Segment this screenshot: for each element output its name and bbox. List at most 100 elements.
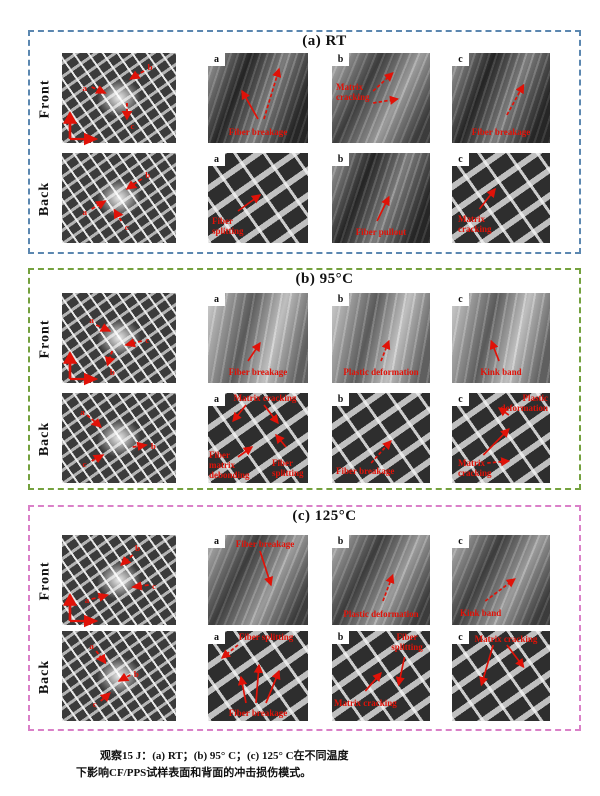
overview-marker-arrows-icon: a b c (83, 171, 151, 232)
annotation-arrows-icon (237, 194, 262, 212)
micrograph: a Fiber splitting Fiber breakage (208, 631, 308, 721)
damage-label: Matrix cracking (336, 82, 370, 102)
damage-label: Plastic deformation (343, 367, 419, 378)
svg-text:a: a (89, 642, 94, 651)
row-front: Front a c b a Fiber breakage b (30, 293, 579, 386)
annotation-arrows-icon (482, 407, 511, 467)
annotation-arrows-icon (479, 644, 525, 687)
overview-image-front: a c b (62, 293, 176, 386)
svg-text:c: c (130, 122, 134, 131)
panel-title: (b) 95°C (295, 271, 354, 287)
caption-line-1: 观察15 J：(a) RT；(b) 95° C；(c) 125° C在不同温度 (100, 750, 349, 762)
micrograph: b Fiber breakage (332, 393, 430, 483)
row-side-label: Front (37, 79, 52, 119)
panel-title: (c) 125°C (292, 508, 357, 524)
row-side-label: Back (37, 659, 52, 695)
micrograph: c Fiber breakage (452, 53, 550, 143)
figure-caption: 观察15 J：(a) RT；(b) 95° C；(c) 125° C在不同温度 … (76, 748, 516, 781)
svg-text:b: b (110, 368, 115, 377)
row-front: Front a b c a Fiber breakage b (30, 53, 579, 146)
svg-text:c: c (152, 582, 156, 591)
overview-marker-arrows-icon: a b c (89, 642, 139, 709)
overview-marker-arrows-icon: b c a (62, 544, 156, 628)
annotation-arrows-icon (372, 72, 400, 105)
micrograph: a Matrix cracking Fiber matrix debonding… (208, 393, 308, 483)
svg-text:b: b (134, 670, 139, 679)
damage-label: Matrix cracking (334, 698, 397, 709)
row-side-label: Front (37, 561, 52, 601)
svg-text:b: b (151, 442, 156, 451)
annotation-arrows-icon (484, 578, 516, 602)
panel-95c: (b) 95°C Front a c b a Fiber breakage (28, 268, 581, 490)
damage-label: Matrix cracking (458, 214, 492, 235)
caption-line-2: 下影响CF/PPS试样表面和背面的冲击损伤模式。 (76, 766, 312, 779)
subimage-letter: b (332, 293, 349, 306)
subimage-letter: a (208, 153, 225, 166)
damage-label: Fiber breakage (228, 127, 288, 138)
subimage-letter: a (208, 631, 225, 644)
damage-label: Fiber breakage (471, 127, 531, 138)
damage-label: Fiber breakage (336, 466, 395, 477)
overview-image-back: a b c (62, 393, 176, 483)
damage-label: Fiber breakage (228, 708, 288, 719)
subimage-letter: c (452, 631, 469, 644)
overview-image-back: a b c (62, 631, 176, 721)
subimage-letter: a (208, 293, 225, 306)
subimage-letter: c (452, 153, 469, 166)
micrograph: b Plastic deformation (332, 293, 430, 383)
annotation-arrows-icon (364, 656, 406, 692)
micrograph: b Fiber splitting Matrix cracking (332, 631, 430, 721)
subimage-letter: b (332, 535, 349, 548)
damage-label: Matrix cracking (474, 634, 538, 644)
panel-title: (a) RT (302, 33, 347, 49)
micrograph: a Fiber splitting (208, 153, 308, 243)
damage-label: Fiber matrix debonding (209, 450, 250, 481)
svg-text:a: a (83, 84, 88, 93)
micrograph: c Kink band (452, 293, 550, 383)
row-back: Back a b c a Matrix cracking Fiber matri… (30, 393, 579, 485)
subimage-letter: c (452, 535, 469, 548)
subimage-letter: c (452, 53, 469, 66)
subimage-letter: c (452, 293, 469, 306)
overview-marker-arrows-icon: a b c (62, 63, 153, 146)
annotation-arrows-icon (232, 404, 287, 458)
micrograph: a Fiber breakage (208, 53, 308, 143)
row-side-label: Back (37, 421, 52, 457)
damage-label: Plastic deformation (500, 393, 549, 413)
svg-text:a: a (85, 596, 90, 605)
micrograph: c Plastic deformation Matrix cracking (452, 393, 550, 483)
row-side-label: Front (37, 319, 52, 359)
overview-marker-arrows-icon: a c b (62, 316, 149, 386)
annotation-arrows-icon (506, 83, 525, 116)
damage-label: Fiber splitting (272, 458, 304, 479)
overview-image-back: a b c (62, 153, 176, 243)
subimage-letter: b (332, 53, 349, 66)
overview-image-front: a b c (62, 53, 176, 146)
damage-label: Matrix cracking (458, 458, 492, 479)
subimage-letter: c (452, 393, 469, 406)
annotation-arrows-icon (376, 195, 390, 222)
row-side-label: Back (37, 181, 52, 217)
svg-text:b: b (135, 544, 140, 553)
row-front: Front b c a a Fiber breakage b (30, 535, 579, 628)
subimage-letter: a (208, 535, 225, 548)
panel-125c: (c) 125°C Front b c a a Fiber breakage (28, 505, 581, 731)
damage-label: Fiber splitting (212, 216, 244, 237)
damage-label: Fiber breakage (235, 539, 295, 549)
micrograph: c Matrix cracking (452, 631, 550, 721)
annotation-arrows-icon (382, 573, 395, 602)
svg-text:c: c (83, 460, 87, 469)
subimage-letter: b (332, 393, 349, 406)
svg-text:a: a (80, 408, 85, 417)
svg-text:a: a (89, 316, 94, 325)
subimage-letter: a (208, 393, 225, 406)
subimage-letter: b (332, 153, 349, 166)
impact-damage-highlight (93, 76, 145, 120)
annotation-arrows-icon (247, 341, 261, 362)
svg-text:b: b (145, 171, 150, 180)
row-back: Back a b c a Fiber splitting Fiber break… (30, 631, 579, 723)
subimage-letter: a (208, 53, 225, 66)
damage-label: Fiber splitting (238, 632, 294, 642)
impact-damage-highlight (93, 416, 145, 460)
